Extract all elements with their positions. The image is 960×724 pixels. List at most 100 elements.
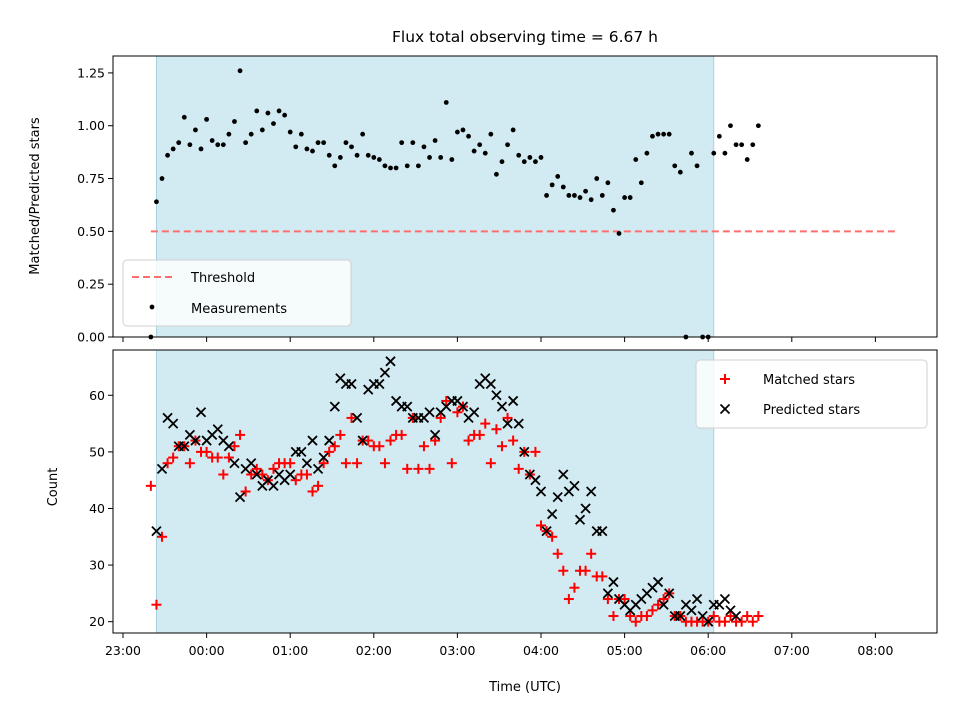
predicted-stars-point bbox=[156, 463, 168, 474]
matched-stars-point bbox=[246, 469, 257, 480]
predicted-stars-marker-b bbox=[223, 441, 235, 452]
measurement-point bbox=[555, 174, 561, 179]
measurement-point bbox=[572, 193, 577, 198]
measurement-point bbox=[209, 138, 215, 143]
measurement-point bbox=[588, 197, 594, 203]
x-tick-label: 04:00 bbox=[523, 643, 559, 658]
measurement-point bbox=[243, 140, 249, 146]
matched-stars-point bbox=[424, 463, 435, 474]
predicted-stars-point bbox=[719, 593, 731, 605]
measurement-point bbox=[349, 144, 354, 150]
predicted-stars-marker-b bbox=[184, 429, 196, 441]
matched-stars-point bbox=[240, 486, 251, 497]
matched-stars-point bbox=[597, 571, 608, 582]
predicted-stars-marker-b bbox=[162, 412, 173, 424]
matched-stars-point bbox=[413, 463, 424, 474]
predicted-stars-marker-b bbox=[552, 492, 563, 503]
predicted-stars-point bbox=[597, 525, 608, 537]
matched-stars-point bbox=[736, 616, 747, 627]
matched-stars-point bbox=[168, 452, 179, 463]
matched-stars-point bbox=[335, 429, 346, 440]
predicted-stars-point bbox=[530, 475, 541, 486]
predicted-stars-marker-b bbox=[530, 475, 541, 486]
predicted-legend-label: Predicted stars bbox=[763, 403, 860, 418]
measurement-point bbox=[644, 150, 650, 156]
measurement-point bbox=[627, 195, 633, 200]
measurement-point bbox=[321, 140, 327, 146]
predicted-stars-marker-b bbox=[569, 480, 580, 491]
predicted-stars-marker-b bbox=[725, 605, 736, 616]
predicted-stars-marker-b bbox=[519, 446, 530, 458]
matched-stars-point bbox=[402, 463, 413, 474]
measurement-point bbox=[265, 110, 271, 116]
predicted-stars-point bbox=[190, 435, 201, 446]
predicted-stars-marker-b bbox=[468, 407, 480, 418]
predicted-stars-point bbox=[301, 458, 313, 469]
predicted-stars-point bbox=[357, 435, 368, 446]
predicted-stars-point bbox=[195, 407, 207, 418]
measurement-point bbox=[611, 207, 616, 213]
predicted-stars-marker-b bbox=[535, 486, 547, 497]
matched-stars-point bbox=[474, 429, 485, 440]
x-tick-label: 00:00 bbox=[189, 643, 225, 658]
predicted-stars-marker-b bbox=[597, 525, 608, 537]
bottom-y-axis-label: Count bbox=[46, 468, 61, 507]
measurement-point bbox=[460, 127, 466, 133]
predicted-stars-marker-b bbox=[675, 610, 686, 622]
predicted-stars-marker-b bbox=[156, 463, 168, 474]
matched-stars-point bbox=[340, 458, 351, 469]
matched-stars-point bbox=[446, 458, 457, 469]
measurement-point bbox=[616, 231, 622, 236]
measurement-point bbox=[298, 131, 304, 137]
predicted-stars-point bbox=[402, 401, 413, 412]
matched-stars-point bbox=[569, 582, 580, 593]
matched-stars-point bbox=[641, 611, 652, 622]
predicted-stars-point bbox=[519, 446, 530, 458]
measurement-point bbox=[443, 100, 449, 105]
predicted-stars-point bbox=[229, 458, 240, 469]
measurement-point bbox=[315, 140, 321, 146]
matched-stars-point bbox=[441, 395, 452, 406]
predicted-stars-marker-b bbox=[301, 458, 313, 469]
predicted-stars-point bbox=[212, 424, 223, 435]
matched-stars-point bbox=[324, 446, 335, 457]
predicted-stars-marker-b bbox=[346, 378, 357, 390]
measurement-point bbox=[304, 146, 310, 152]
predicted-stars-point bbox=[580, 503, 591, 514]
predicted-stars-marker-b bbox=[190, 435, 201, 446]
measurement-point bbox=[638, 180, 644, 186]
y-tick-label: 50 bbox=[89, 444, 105, 459]
matched-stars-point bbox=[630, 616, 641, 627]
matched-stars-point bbox=[374, 441, 385, 452]
measurement-point bbox=[388, 165, 393, 171]
measurement-point bbox=[337, 155, 343, 160]
measurement-point bbox=[449, 157, 455, 162]
measurement-point bbox=[560, 184, 566, 190]
predicted-stars-point bbox=[513, 418, 524, 429]
matched-stars-point bbox=[251, 463, 262, 474]
measurement-point bbox=[482, 150, 488, 156]
predicted-stars-point bbox=[424, 407, 435, 418]
predicted-stars-marker-b bbox=[312, 463, 324, 474]
matched-stars-point bbox=[318, 458, 329, 469]
measurement-point bbox=[549, 182, 555, 188]
matched-stars-point bbox=[708, 611, 719, 622]
matched-stars-point bbox=[329, 441, 340, 452]
predicted-stars-marker-b bbox=[402, 401, 413, 412]
measurement-point bbox=[204, 116, 210, 122]
matched-stars-point bbox=[396, 429, 407, 440]
measurement-point bbox=[232, 119, 237, 124]
measurement-point bbox=[438, 155, 444, 160]
predicted-stars-point bbox=[703, 616, 714, 627]
predicted-stars-marker-b bbox=[218, 435, 229, 446]
predicted-stars-marker-b bbox=[246, 458, 257, 469]
predicted-stars-point bbox=[541, 525, 552, 537]
measurement-point bbox=[154, 199, 159, 205]
matched-stars-point bbox=[658, 594, 669, 605]
measurement-point bbox=[404, 163, 410, 169]
predicted-stars-point bbox=[296, 446, 307, 458]
predicted-stars-marker-b bbox=[374, 378, 385, 390]
predicted-stars-marker-b bbox=[168, 418, 179, 429]
measurement-point bbox=[666, 131, 672, 137]
predicted-stars-marker-b bbox=[429, 429, 441, 441]
